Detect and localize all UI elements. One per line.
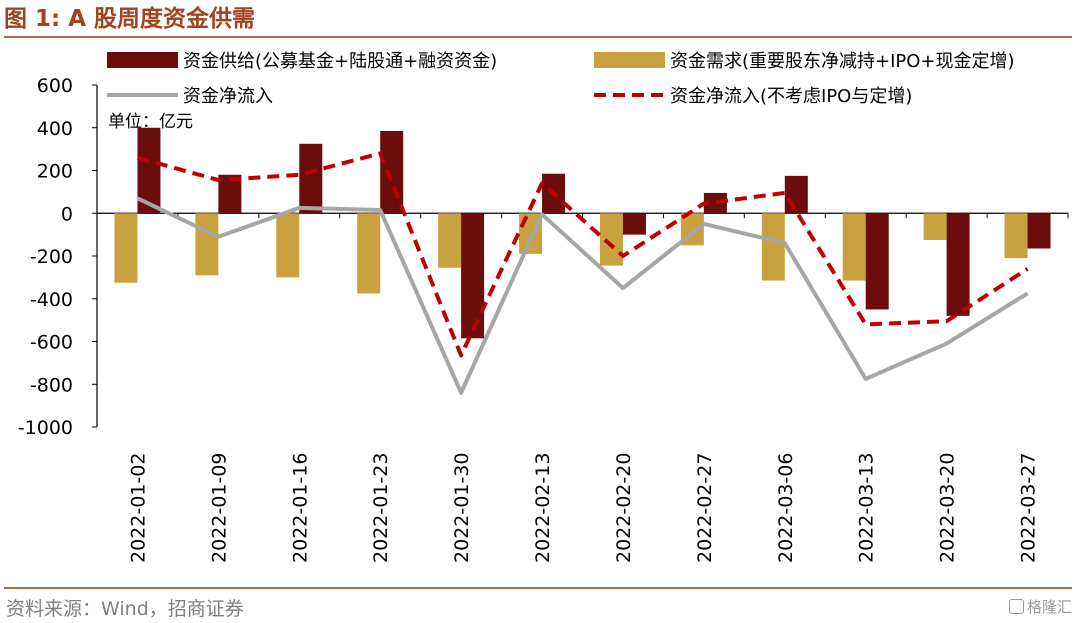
- supply-bar: [784, 175, 808, 214]
- demand-bar: [114, 213, 138, 283]
- x-tick-label: 2022-03-20: [937, 453, 959, 563]
- legend-label: 资金净流入: [183, 86, 273, 107]
- demand-bar: [1004, 213, 1028, 259]
- demand-bar: [761, 213, 785, 281]
- demand-bar: [923, 213, 947, 240]
- y-tick-label: 200: [37, 161, 73, 183]
- watermark: 格隆汇: [1008, 596, 1072, 617]
- supply-bar: [137, 127, 161, 214]
- footer-divider: [4, 587, 1072, 589]
- demand-bar: [438, 213, 462, 268]
- x-tick-label: 2022-02-13: [532, 453, 554, 563]
- source-note: 资料来源：Wind，招商证券: [6, 598, 244, 620]
- supply-bar: [218, 174, 242, 214]
- supply-bar: [946, 213, 970, 316]
- legend-label: 资金需求(重要股东净减持+IPO+现金定增): [670, 51, 1015, 72]
- x-tick-label: 2022-01-30: [451, 453, 473, 563]
- demand-bar: [357, 213, 381, 294]
- supply-bar: [461, 213, 485, 339]
- legend: 资金供给(公募基金+陆股通+融资资金) 资金需求(重要股东净减持+IPO+现金定增…: [107, 51, 1015, 107]
- supply-bar: [622, 213, 646, 235]
- y-tick-label: -400: [30, 289, 73, 311]
- x-tick-label: 2022-03-27: [1018, 453, 1040, 563]
- y-tick-label: 400: [37, 118, 73, 140]
- y-tick-label: -1000: [18, 417, 73, 439]
- supply-bar: [703, 192, 727, 214]
- demand-bar: [599, 213, 623, 266]
- demand-bar: [842, 213, 866, 281]
- x-tick-label: 2022-01-09: [208, 453, 230, 563]
- x-tick-label: 2022-01-23: [370, 453, 392, 563]
- demand-bar: [195, 213, 219, 276]
- x-tick-label: 2022-03-13: [856, 453, 878, 563]
- legend-label: 资金净流入(不考虑IPO与定增): [670, 86, 912, 107]
- x-tick-label: 2022-02-20: [613, 453, 635, 563]
- axes: 600 400 200 0 -200 -400 -600 -800 -1000 2022-01-0…: [18, 75, 1069, 563]
- chart: 600 400 200 0 -200 -400 -600 -800 -1000 2022-01-0…: [18, 51, 1069, 563]
- y-tick-label: -200: [30, 246, 73, 268]
- x-tick-label: 2022-02-27: [694, 453, 716, 563]
- unit-note: 单位：亿元: [108, 112, 193, 132]
- net-inflow-line: [136, 196, 1029, 395]
- watermark-logo-icon: [1008, 599, 1024, 614]
- supply-bar: [1027, 213, 1051, 249]
- legend-swatch: [594, 52, 665, 68]
- y-tick-label: 600: [37, 75, 73, 97]
- bars: [114, 127, 1051, 339]
- legend-label: 资金供给(公募基金+陆股通+融资资金): [183, 51, 497, 72]
- lines: [136, 151, 1029, 395]
- watermark-text: 格隆汇: [1026, 598, 1072, 616]
- supply-bar: [865, 213, 889, 310]
- legend-swatch: [107, 52, 178, 68]
- y-tick-label: -800: [30, 374, 73, 396]
- supply-bar: [299, 143, 323, 214]
- figure-title: 图 1: A 股周度资金供需: [4, 6, 256, 32]
- x-tick-label: 2022-03-06: [775, 453, 797, 563]
- x-tick-label: 2022-01-02: [127, 453, 149, 563]
- demand-bar: [276, 213, 300, 278]
- supply-bar: [380, 130, 404, 214]
- y-tick-label: 0: [61, 203, 73, 225]
- title-divider: [4, 36, 1072, 38]
- x-tick-label: 2022-01-16: [289, 453, 311, 563]
- net-inflow-ex-ipo-line: [136, 151, 1029, 358]
- y-tick-label: -600: [30, 332, 73, 354]
